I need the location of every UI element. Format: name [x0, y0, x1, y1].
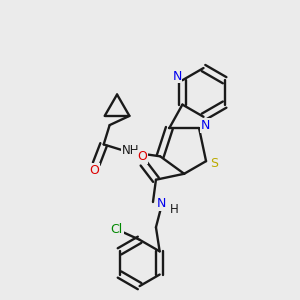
Text: Cl: Cl: [111, 223, 123, 236]
Text: NH: NH: [122, 144, 139, 157]
Text: O: O: [89, 164, 99, 177]
Text: N: N: [157, 197, 167, 210]
Text: H: H: [170, 203, 179, 216]
Text: N: N: [201, 119, 210, 132]
Text: S: S: [210, 157, 218, 170]
Text: O: O: [137, 150, 147, 163]
Text: N: N: [172, 70, 182, 83]
